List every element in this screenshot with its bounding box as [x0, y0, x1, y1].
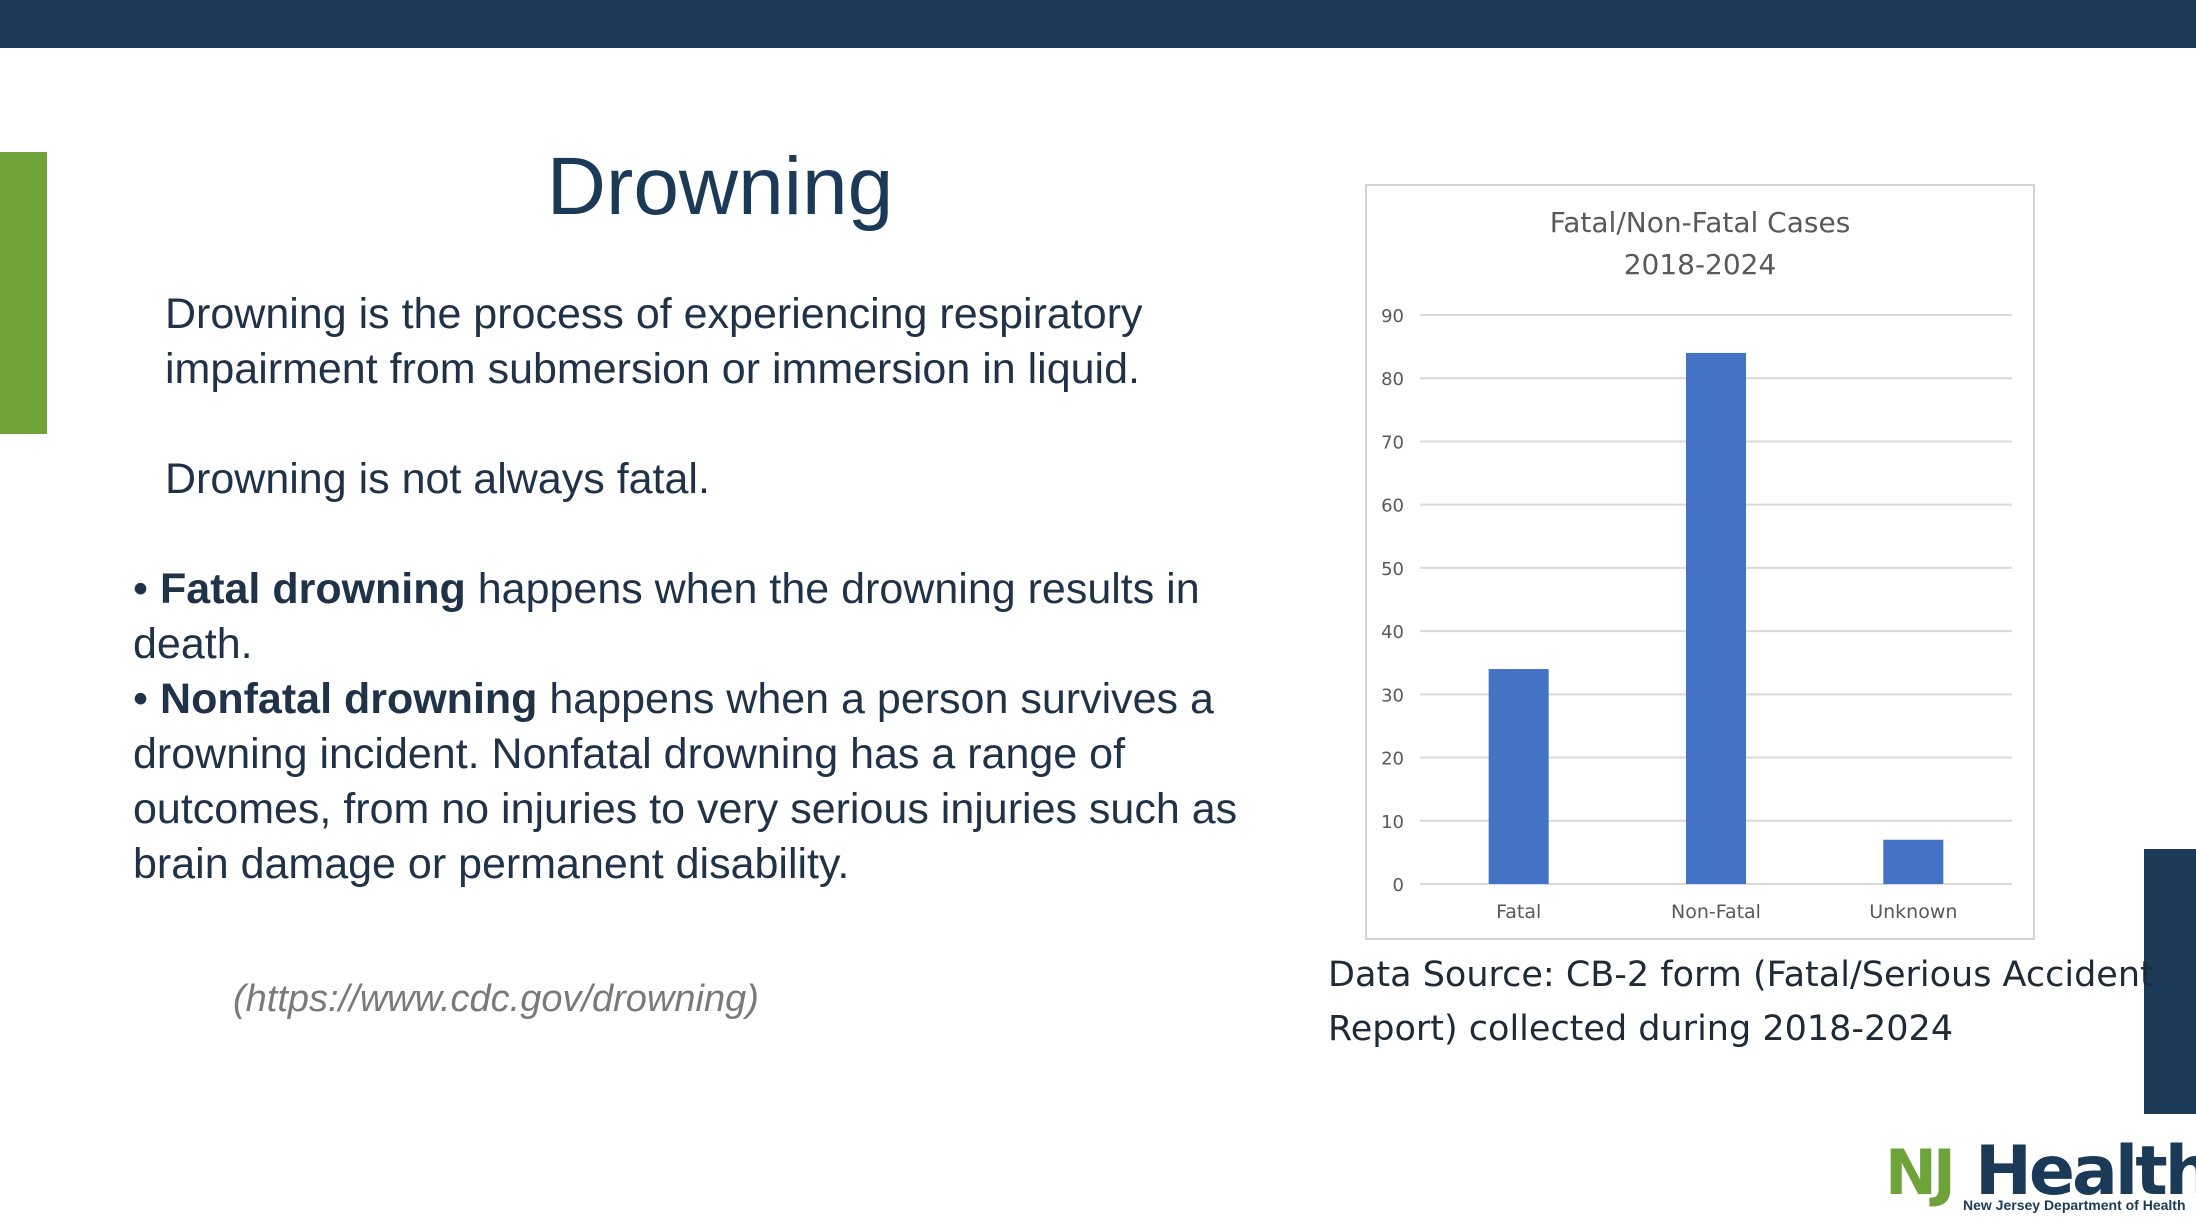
top-bar [0, 0, 2196, 48]
x-tick-label: Unknown [1869, 901, 1957, 923]
bullet-term-nonfatal: Nonfatal drowning [160, 675, 538, 723]
y-tick-label: 40 [1381, 622, 1404, 643]
bullet-text-fatal: happens when the drowning results in dea… [133, 565, 1200, 668]
nj-health-logo: NJ Health New Jersey Department of Healt… [1885, 1132, 2196, 1222]
y-tick-label: 10 [1381, 812, 1404, 833]
bullet-marker: • [133, 675, 149, 723]
not-always-fatal-text: Drowning is not always fatal. [165, 455, 710, 503]
bar-non-fatal [1686, 352, 1746, 884]
y-tick-label: 30 [1381, 685, 1404, 706]
y-tick-label: 50 [1381, 559, 1404, 580]
x-tick-label: Fatal [1496, 901, 1541, 923]
bullet-list: • Fatal drowning happens when the drowni… [133, 562, 1303, 892]
logo-subtitle: New Jersey Department of Health [1963, 1197, 2186, 1213]
left-accent-bar [0, 152, 47, 434]
bar-fatal [1488, 669, 1549, 884]
slide-title: Drowning [546, 141, 894, 232]
logo-nj-mark: NJ [1885, 1136, 1956, 1209]
x-tick-label: Non-Fatal [1671, 901, 1761, 923]
y-tick-label: 20 [1381, 749, 1404, 770]
logo-health-word: Health [1975, 1132, 2196, 1211]
bar-unknown [1883, 839, 1944, 884]
bullet-text-nonfatal: happens when a person survives a drownin… [133, 675, 1238, 888]
right-accent-bar [2144, 849, 2196, 1114]
bullet-nonfatal: • Nonfatal drowning happens when a perso… [133, 672, 1303, 892]
data-source-note: Data Source: CB-2 form (Fatal/Serious Ac… [1328, 955, 2154, 1049]
bullet-marker: • [133, 565, 149, 613]
bullet-fatal: • Fatal drowning happens when the drowni… [133, 562, 1303, 672]
definition-text: Drowning is the process of experiencing … [165, 290, 1143, 393]
bullet-term-fatal: Fatal drowning [160, 565, 466, 613]
y-tick-label: 90 [1381, 306, 1404, 327]
y-tick-label: 60 [1381, 496, 1404, 517]
citation-link: (https://www.cdc.gov/drowning) [233, 978, 759, 1020]
y-tick-label: 0 [1393, 875, 1404, 896]
y-tick-label: 80 [1381, 369, 1404, 390]
chart-title-line-1: Fatal/Non-Fatal Cases [1549, 206, 1851, 239]
y-tick-label: 70 [1381, 432, 1404, 453]
chart-title-line-2: 2018-2024 [1623, 248, 1777, 281]
